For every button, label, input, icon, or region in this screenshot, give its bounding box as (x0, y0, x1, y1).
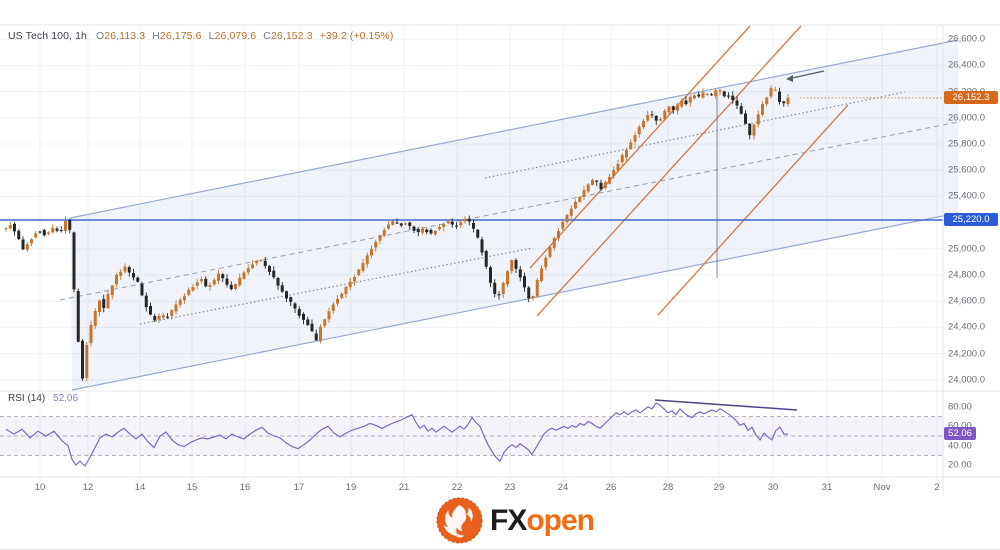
candles-group (4, 85, 790, 382)
price-tick-label: 25,600.0 (948, 164, 985, 176)
rsi-tick-label: 60.00 (948, 421, 972, 432)
blue-channel-upper-line (69, 39, 959, 219)
gray-dotted-trendline-upper (484, 91, 906, 179)
open-label: O (95, 30, 105, 42)
price-tick-label: 24,800.0 (948, 269, 985, 281)
time-tick-label: 26 (605, 482, 617, 493)
time-tick-label: Nov (873, 482, 891, 493)
fxopen-phoenix-icon (436, 497, 483, 544)
price-tick-label: 25,000.0 (948, 243, 985, 255)
low-value: 26,079.6 (214, 30, 257, 42)
fxopen-fx-text: FX (490, 503, 527, 537)
time-tick-label: 14 (134, 482, 146, 493)
price-tick-label: 24,400.0 (948, 321, 985, 333)
fxopen-logo: FXopen (436, 495, 595, 545)
time-tick-label: 31 (821, 482, 833, 493)
price-tick-label: 25,800.0 (948, 138, 985, 150)
time-tick-label: 12 (82, 482, 94, 493)
time-tick-label: 15 (186, 482, 198, 493)
time-tick-label: 28 (662, 482, 674, 493)
blue-channel-fill (70, 40, 958, 390)
low-label: L (208, 30, 215, 42)
time-tick-label: 29 (713, 482, 725, 493)
price-tick-label: 24,600.0 (948, 295, 985, 307)
time-tick-label: 21 (398, 482, 410, 493)
time-tick-label: 17 (293, 482, 305, 493)
price-tick-label: 26,000.0 (948, 112, 985, 124)
open-value: 26,113.3 (104, 30, 146, 42)
time-tick-label: 16 (239, 482, 251, 493)
rsi-tick-label: 80.00 (948, 401, 972, 413)
time-tick-label: 19 (345, 482, 357, 493)
rsi-tick-label: 40.00 (948, 440, 972, 452)
price-tick-label: 24,200.0 (948, 348, 985, 360)
fxopen-open-text: open (526, 503, 595, 537)
time-tick-label: 22 (451, 482, 463, 493)
orange-channel-lines (529, 25, 849, 317)
high-value: 26,175.6 (159, 30, 202, 42)
rsi-value: 52.06 (53, 393, 79, 404)
symbol-legend[interactable]: US Tech 100, 1h O26,113.3 H26,175.6 L26,… (8, 30, 393, 42)
change-value: +39.2 (+0.15%) (319, 30, 394, 42)
annotation-arrow-line (789, 70, 825, 80)
symbol-title: US Tech 100, 1h (8, 30, 87, 42)
price-tick-label: 26,400.0 (948, 59, 985, 71)
high-label: H (152, 30, 160, 42)
rsi-label: RSI (14) (8, 393, 46, 404)
time-tick-label: 30 (767, 482, 779, 493)
price-tick-label: 25,400.0 (948, 190, 985, 202)
gray-dotted-trendline-lower (139, 247, 534, 325)
time-tick-label: 23 (504, 482, 516, 493)
price-tick-label: 26,600.0 (948, 33, 985, 45)
close-value: 26,152.3 (270, 30, 313, 42)
rsi-tick-label: 20.00 (948, 459, 972, 471)
annotation-arrow-head (786, 75, 793, 82)
time-tick-label: 2 (934, 482, 940, 493)
rsi-divergence-trendline (654, 399, 798, 411)
last-price-badge: 26,152.3 (944, 91, 998, 104)
rsi-legend[interactable]: RSI (14) 52.06 (8, 393, 78, 404)
blue-channel-lower-line (71, 212, 959, 391)
fxopen-wordmark: FXopen (490, 497, 595, 544)
grid-lines (0, 26, 943, 477)
time-tick-label: 24 (557, 482, 569, 493)
time-tick-label: 10 (34, 482, 46, 493)
price-tick-label: 24,000.0 (948, 374, 985, 386)
rsi-value-badge: 52.06 (944, 427, 976, 440)
price-level-badge: 25,220.0 (944, 213, 998, 226)
rsi-line (5, 402, 788, 467)
close-label: C (263, 30, 271, 42)
